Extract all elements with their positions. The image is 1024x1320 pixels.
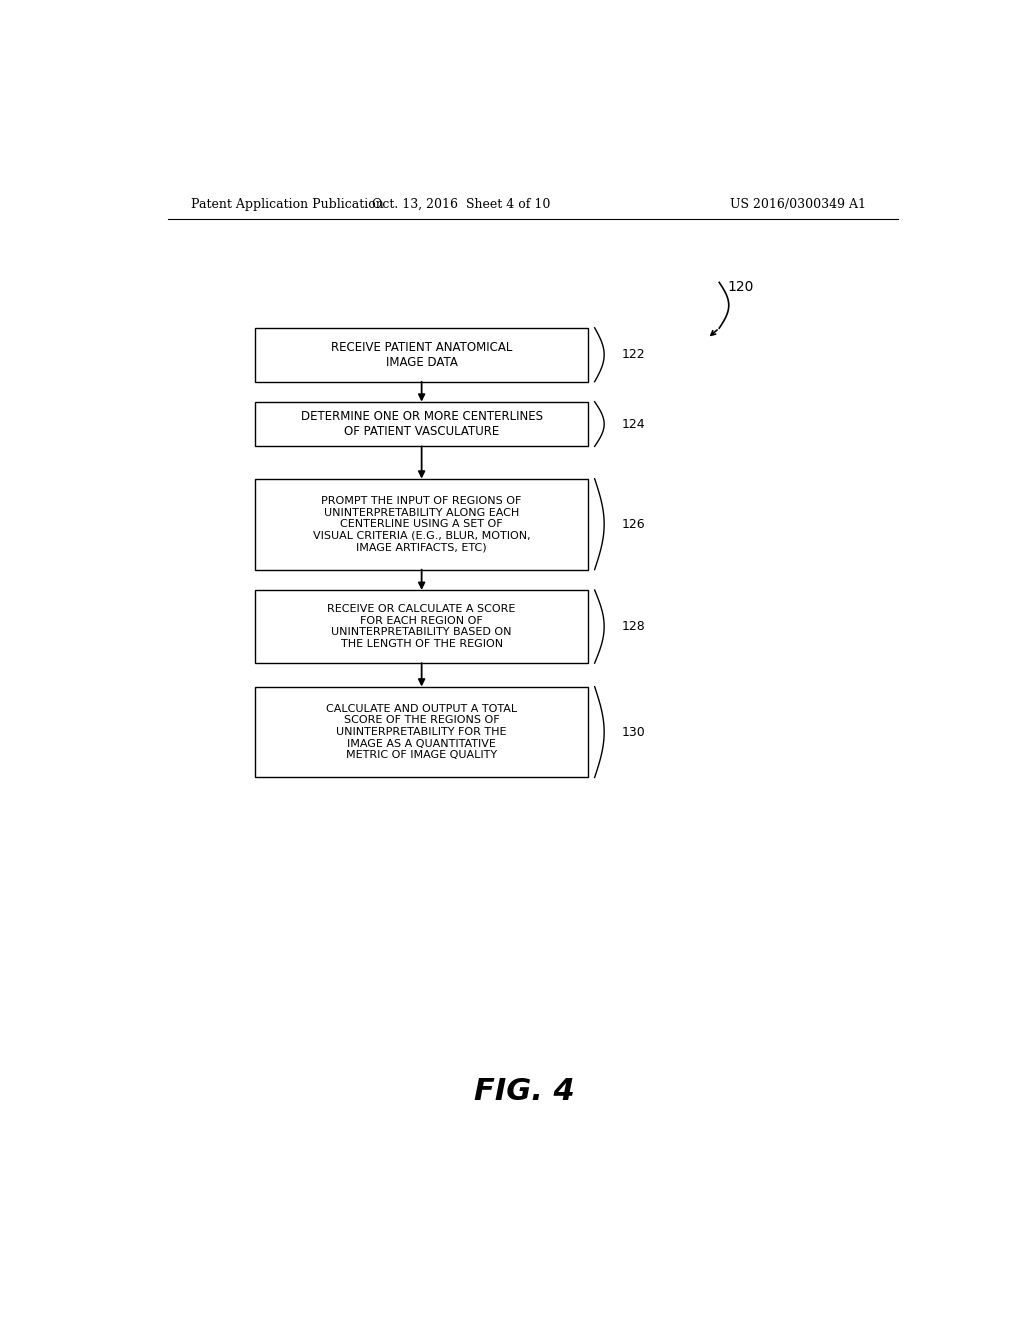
Text: US 2016/0300349 A1: US 2016/0300349 A1 xyxy=(730,198,866,211)
Text: Patent Application Publication: Patent Application Publication xyxy=(191,198,384,211)
FancyBboxPatch shape xyxy=(255,590,588,663)
FancyBboxPatch shape xyxy=(255,327,588,381)
Text: Oct. 13, 2016  Sheet 4 of 10: Oct. 13, 2016 Sheet 4 of 10 xyxy=(372,198,551,211)
Text: 122: 122 xyxy=(622,348,645,362)
Text: 124: 124 xyxy=(622,417,645,430)
FancyBboxPatch shape xyxy=(255,686,588,777)
Text: RECEIVE PATIENT ANATOMICAL
IMAGE DATA: RECEIVE PATIENT ANATOMICAL IMAGE DATA xyxy=(331,341,512,368)
Text: CALCULATE AND OUTPUT A TOTAL
SCORE OF THE REGIONS OF
UNINTERPRETABILITY FOR THE
: CALCULATE AND OUTPUT A TOTAL SCORE OF TH… xyxy=(326,704,517,760)
Text: 130: 130 xyxy=(622,726,645,739)
Text: 126: 126 xyxy=(622,517,645,531)
FancyBboxPatch shape xyxy=(255,401,588,446)
Text: DETERMINE ONE OR MORE CENTERLINES
OF PATIENT VASCULATURE: DETERMINE ONE OR MORE CENTERLINES OF PAT… xyxy=(301,411,543,438)
Text: 120: 120 xyxy=(727,280,754,294)
Text: FIG. 4: FIG. 4 xyxy=(474,1077,575,1106)
Text: 128: 128 xyxy=(622,620,645,634)
FancyBboxPatch shape xyxy=(255,479,588,570)
Text: RECEIVE OR CALCULATE A SCORE
FOR EACH REGION OF
UNINTERPRETABILITY BASED ON
THE : RECEIVE OR CALCULATE A SCORE FOR EACH RE… xyxy=(328,605,516,649)
Text: PROMPT THE INPUT OF REGIONS OF
UNINTERPRETABILITY ALONG EACH
CENTERLINE USING A : PROMPT THE INPUT OF REGIONS OF UNINTERPR… xyxy=(312,496,530,552)
